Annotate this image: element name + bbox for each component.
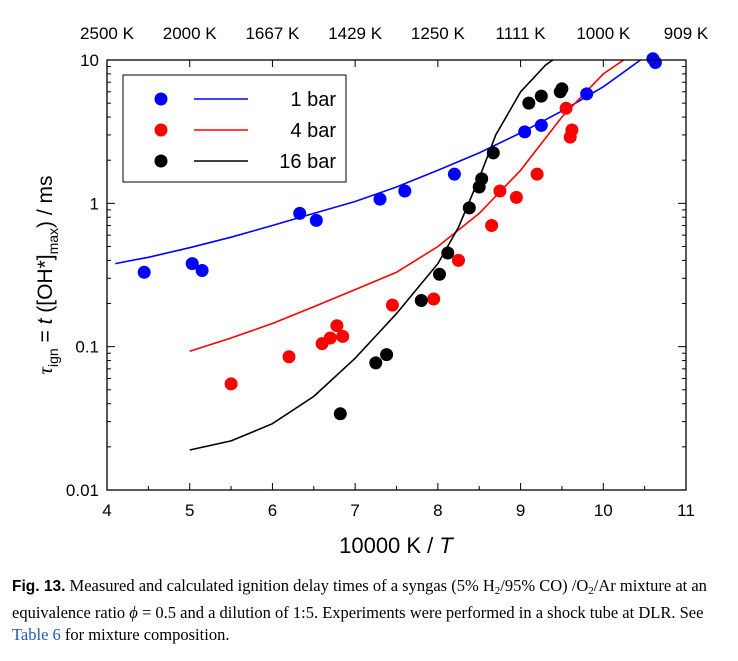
legend: 1 bar 4 bar 16 bar	[122, 74, 347, 183]
point-4-bar	[330, 319, 344, 333]
legend-label-1-bar: 1 bar	[290, 89, 336, 111]
x-tick-label: 5	[185, 501, 194, 520]
top-tick-label: 2500 K	[80, 24, 135, 43]
point-1-bar	[534, 118, 548, 132]
x-tick-label: 4	[102, 501, 111, 520]
caption-label: Fig. 13.	[12, 578, 66, 595]
point-1-bar	[185, 257, 199, 271]
x-tick-label: 9	[516, 501, 525, 520]
y-tick-label: 10	[80, 51, 99, 70]
x-tick-label: 10	[594, 501, 613, 520]
point-1-bar	[195, 264, 209, 277]
point-1-bar	[518, 125, 532, 139]
top-tick-label: 1429 K	[328, 24, 383, 43]
legend-label-4-bar: 4 bar	[290, 120, 336, 142]
point-16-bar	[475, 172, 489, 186]
point-16-bar	[486, 146, 500, 160]
point-4-bar	[336, 329, 350, 343]
figure-caption: Fig. 13. Measured and calculated ignitio…	[12, 576, 707, 644]
point-1-bar	[648, 56, 662, 69]
x-tick-label: 11	[677, 501, 695, 520]
point-4-bar	[452, 253, 465, 267]
point-16-bar	[462, 201, 476, 215]
legend-marker-16-bar	[154, 154, 168, 168]
tick-labels: 4 5 6 7 8 9 10 11 2500 K 2000 K 1667 K 1429 K 1250 K…	[66, 24, 709, 520]
plot-frame	[106, 59, 687, 491]
point-1-bar	[580, 87, 594, 101]
point-1-bar	[309, 213, 323, 227]
svg-text:τign = t ([OH*]max) / ms: τign = t ([OH*]max) / ms	[33, 175, 61, 374]
top-tick-label: 1250 K	[411, 24, 466, 43]
point-4-bar	[509, 190, 523, 204]
point-4-bar	[530, 167, 544, 181]
point-16-bar	[333, 407, 347, 421]
point-4-bar	[282, 350, 296, 364]
point-16-bar	[433, 267, 446, 281]
table-6-link[interactable]: Table 6	[12, 625, 61, 644]
top-tick-label: 1667 K	[245, 24, 300, 43]
top-tick-label: 1000 K	[576, 24, 631, 43]
point-16-bar	[555, 82, 569, 96]
point-4-bar	[385, 298, 399, 312]
x-axis-label: 10000 K / T	[339, 533, 454, 558]
x-tick-label: 8	[433, 501, 442, 520]
point-4-bar	[323, 331, 337, 345]
y-axis-label: τign = t ([OH*]max) / ms	[33, 175, 61, 374]
point-1-bar	[447, 167, 461, 181]
point-1-bar	[398, 184, 412, 198]
point-16-bar	[380, 348, 394, 362]
x-tick-label: 6	[268, 501, 277, 520]
point-4-bar	[493, 184, 507, 198]
point-1-bar	[373, 192, 387, 206]
data-points	[137, 52, 662, 421]
point-4-bar	[565, 123, 579, 137]
top-tick-label: 909 K	[664, 24, 709, 43]
x-tick-label: 7	[350, 501, 359, 520]
point-16-bar	[441, 246, 455, 260]
curve-4-bar	[189, 60, 626, 352]
top-tick-label: 1111 K	[496, 24, 547, 43]
y-tick-label: 1	[90, 194, 99, 213]
legend-marker-1-bar	[154, 92, 168, 106]
top-tick-label: 2000 K	[163, 24, 218, 43]
point-4-bar	[427, 292, 441, 306]
point-1-bar	[293, 206, 307, 220]
point-4-bar	[559, 101, 573, 115]
point-4-bar	[485, 219, 499, 232]
legend-label-16-bar: 16 bar	[279, 151, 336, 173]
curve-16-bar	[189, 60, 555, 451]
point-4-bar	[224, 377, 238, 391]
point-1-bar	[137, 265, 151, 279]
legend-marker-4-bar	[154, 123, 168, 137]
point-16-bar	[414, 294, 428, 307]
y-tick-label: 0.01	[66, 481, 99, 500]
point-16-bar	[369, 356, 383, 370]
ignition-delay-chart: 4 5 6 7 8 9 10 11 2500 K 2000 K 1667 K 1429 K 1250 K…	[33, 24, 709, 558]
point-16-bar	[522, 96, 536, 110]
point-16-bar	[534, 89, 548, 103]
y-tick-label: 0.1	[75, 338, 99, 357]
